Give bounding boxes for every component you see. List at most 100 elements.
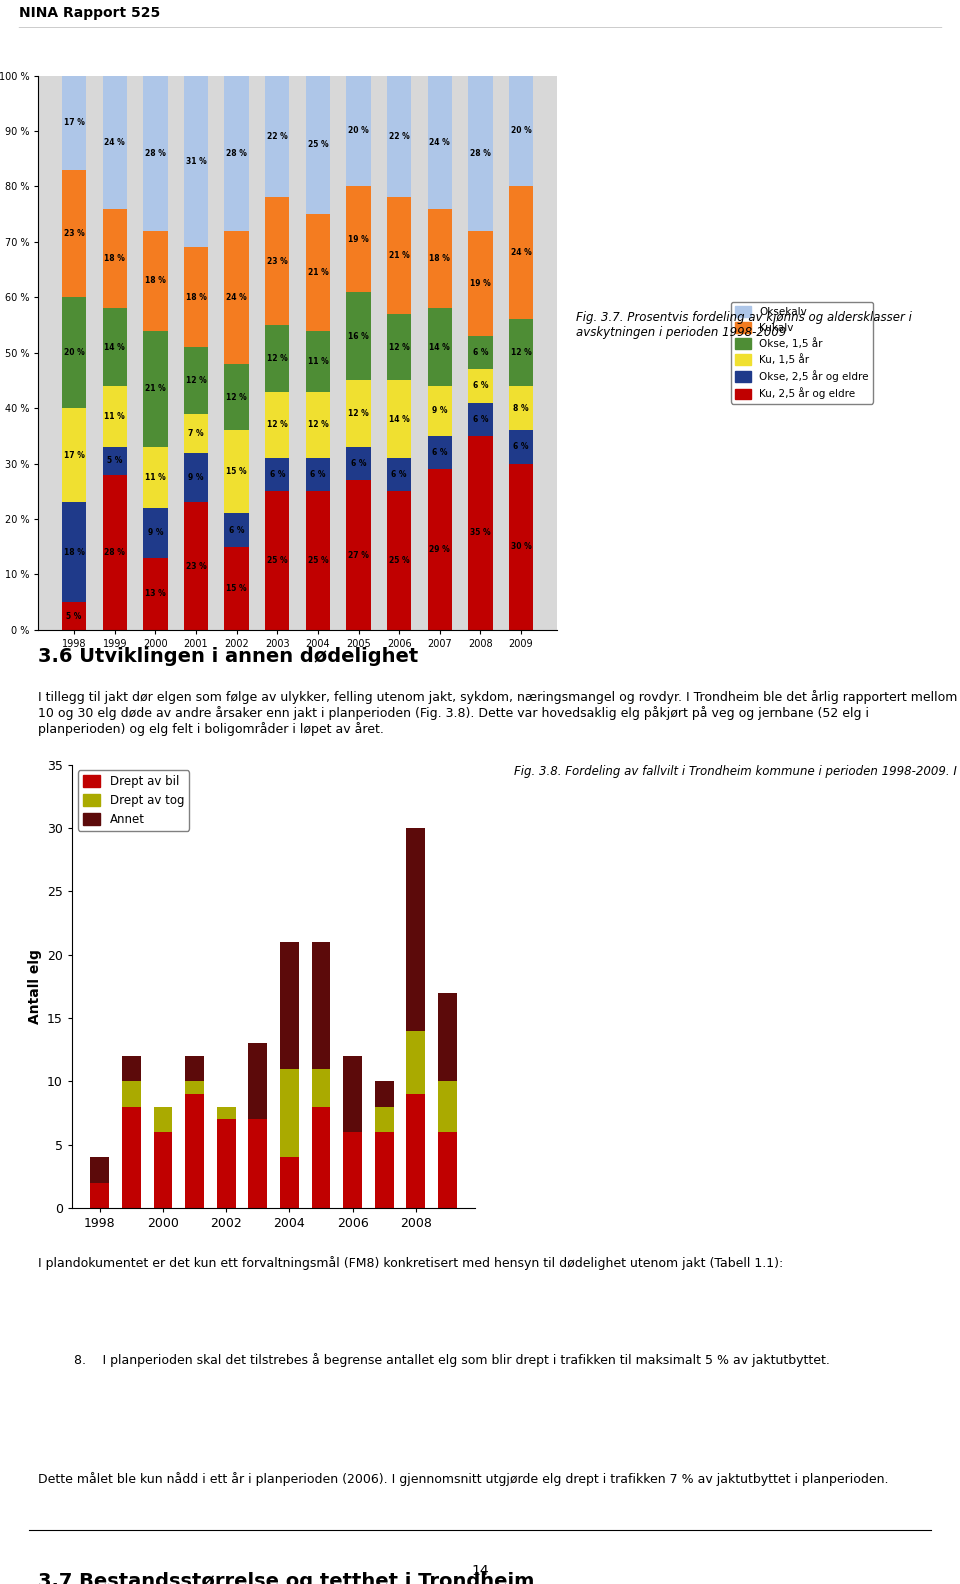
Y-axis label: Antall elg: Antall elg bbox=[28, 949, 41, 1023]
Text: 19 %: 19 % bbox=[348, 234, 369, 244]
Bar bbox=[90, 1158, 109, 1183]
Text: 3.6 Utviklingen i annen dødelighet: 3.6 Utviklingen i annen dødelighet bbox=[38, 646, 419, 665]
Bar bbox=[427, 76, 452, 209]
Text: 12 %: 12 % bbox=[348, 409, 369, 418]
Text: 24 %: 24 % bbox=[511, 249, 532, 258]
Text: 35 %: 35 % bbox=[470, 529, 491, 537]
Bar bbox=[387, 458, 411, 491]
Text: 21 %: 21 % bbox=[307, 268, 328, 277]
Bar bbox=[311, 1107, 330, 1209]
Text: 24 %: 24 % bbox=[105, 138, 125, 147]
Text: 25 %: 25 % bbox=[307, 556, 328, 565]
Text: 28 %: 28 % bbox=[470, 149, 491, 158]
Bar bbox=[103, 309, 127, 386]
Bar bbox=[265, 325, 290, 391]
Text: 15 %: 15 % bbox=[227, 584, 247, 592]
Bar bbox=[103, 209, 127, 309]
Bar bbox=[184, 453, 208, 502]
Text: 12 %: 12 % bbox=[511, 348, 532, 358]
Bar bbox=[249, 1120, 267, 1209]
Text: 9 %: 9 % bbox=[432, 407, 447, 415]
Text: 21 %: 21 % bbox=[145, 385, 166, 393]
Text: 6 %: 6 % bbox=[472, 415, 489, 425]
Text: 28 %: 28 % bbox=[145, 149, 166, 158]
Bar bbox=[427, 469, 452, 630]
Text: 14 %: 14 % bbox=[429, 342, 450, 352]
Text: 12 %: 12 % bbox=[267, 353, 288, 363]
Bar bbox=[305, 76, 330, 214]
Bar bbox=[280, 1158, 299, 1209]
Bar bbox=[184, 347, 208, 413]
Bar bbox=[305, 391, 330, 458]
Bar bbox=[143, 508, 168, 558]
Bar bbox=[184, 247, 208, 347]
Bar bbox=[427, 436, 452, 469]
Bar bbox=[90, 1183, 109, 1209]
Bar bbox=[468, 436, 492, 630]
Bar bbox=[280, 942, 299, 1069]
Text: 5 %: 5 % bbox=[108, 456, 123, 466]
Text: 13 %: 13 % bbox=[145, 589, 166, 599]
Bar bbox=[427, 209, 452, 309]
Bar bbox=[406, 1095, 425, 1209]
Text: 23 %: 23 % bbox=[63, 230, 84, 238]
Bar bbox=[62, 169, 86, 298]
Text: 22 %: 22 % bbox=[267, 131, 288, 141]
Text: 18 %: 18 % bbox=[429, 253, 450, 263]
Bar bbox=[265, 458, 290, 491]
Bar bbox=[122, 1107, 141, 1209]
Bar bbox=[347, 291, 371, 380]
Bar bbox=[225, 231, 249, 364]
Text: 7 %: 7 % bbox=[188, 429, 204, 437]
Bar bbox=[217, 1107, 236, 1120]
Bar bbox=[387, 76, 411, 198]
Bar bbox=[305, 331, 330, 391]
Bar bbox=[143, 558, 168, 630]
Text: 12 %: 12 % bbox=[389, 342, 410, 352]
Bar bbox=[374, 1107, 394, 1133]
Bar bbox=[311, 942, 330, 1069]
Bar bbox=[468, 231, 492, 336]
Bar bbox=[387, 314, 411, 380]
Bar bbox=[184, 76, 208, 247]
Text: I plandokumentet er det kun ett forvaltningsmål (FM8) konkretisert med hensyn ti: I plandokumentet er det kun ett forvaltn… bbox=[38, 1256, 783, 1269]
Text: 12 %: 12 % bbox=[185, 375, 206, 385]
Bar bbox=[154, 1133, 173, 1209]
Text: 27 %: 27 % bbox=[348, 551, 369, 559]
Text: 22 %: 22 % bbox=[389, 131, 410, 141]
Bar bbox=[387, 198, 411, 314]
Bar bbox=[438, 1133, 457, 1209]
Bar bbox=[387, 380, 411, 458]
Text: 19 %: 19 % bbox=[470, 279, 491, 288]
Text: 6 %: 6 % bbox=[350, 459, 367, 469]
Bar bbox=[406, 828, 425, 1031]
Text: 17 %: 17 % bbox=[63, 119, 84, 127]
Bar bbox=[347, 380, 371, 447]
Bar bbox=[347, 480, 371, 630]
Text: 25 %: 25 % bbox=[307, 141, 328, 149]
Bar bbox=[225, 76, 249, 231]
Bar bbox=[225, 431, 249, 513]
Text: 20 %: 20 % bbox=[63, 348, 84, 358]
Bar bbox=[427, 309, 452, 386]
Bar bbox=[154, 1107, 173, 1133]
Bar bbox=[305, 458, 330, 491]
Bar bbox=[225, 546, 249, 630]
Text: 12 %: 12 % bbox=[307, 420, 328, 429]
Bar bbox=[122, 1082, 141, 1107]
Text: 8 %: 8 % bbox=[514, 404, 529, 413]
Text: 25 %: 25 % bbox=[389, 556, 410, 565]
Text: 8.  I planperioden skal det tilstrebes å begrense antallet elg som blir drept i : 8. I planperioden skal det tilstrebes å … bbox=[74, 1353, 829, 1367]
Bar bbox=[374, 1133, 394, 1209]
Text: 3.7 Bestandsstørrelse og tetthet i Trondheim: 3.7 Bestandsstørrelse og tetthet i Trond… bbox=[38, 1573, 535, 1584]
Text: 31 %: 31 % bbox=[185, 157, 206, 166]
Bar bbox=[468, 402, 492, 436]
Bar bbox=[509, 76, 533, 187]
Text: 6 %: 6 % bbox=[392, 470, 407, 480]
Bar bbox=[103, 475, 127, 630]
Bar bbox=[509, 386, 533, 431]
Text: 14: 14 bbox=[471, 1563, 489, 1578]
Bar bbox=[265, 491, 290, 630]
Text: 6 %: 6 % bbox=[270, 470, 285, 480]
Bar bbox=[62, 409, 86, 502]
